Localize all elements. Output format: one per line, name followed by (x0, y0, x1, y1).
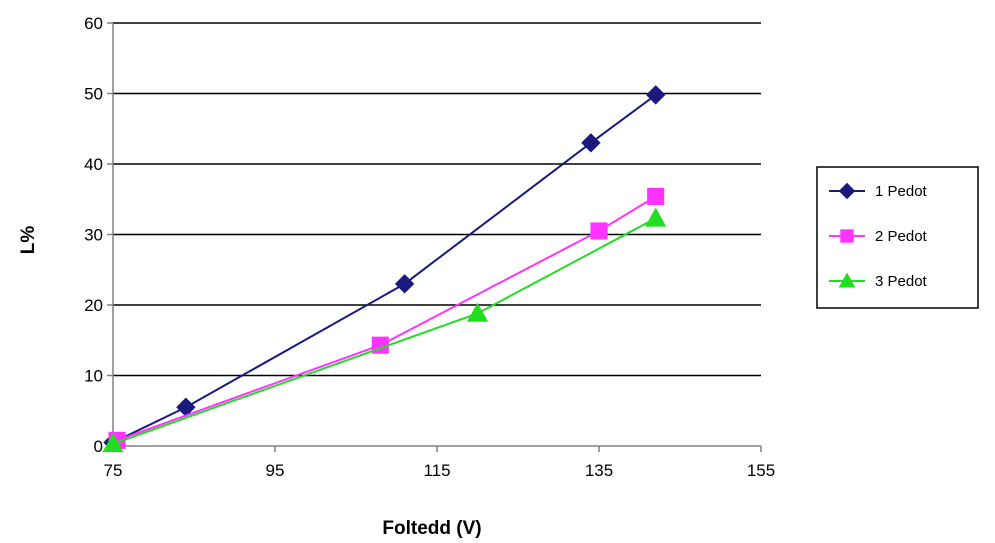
y-tick-label-30: 30 (84, 226, 103, 245)
x-tick-label-155: 155 (747, 461, 775, 480)
legend-marker-1 (838, 182, 856, 200)
y-axis-ticks: 0 10 20 30 40 50 60 (84, 14, 113, 456)
data-point-1-4 (581, 133, 601, 153)
legend-label-3: 3 Pedot (875, 273, 928, 290)
gridlines (113, 22, 761, 377)
legend-item-3: 3 Pedot (829, 272, 928, 290)
y-tick-label-40: 40 (84, 155, 103, 174)
y-axis-title: L% (18, 226, 39, 255)
legend-label-2: 2 Pedot (875, 228, 928, 245)
series-line-2 (116, 195, 657, 442)
y-tick-label-0: 0 (94, 437, 103, 456)
data-point-1-5 (645, 85, 666, 105)
legend-marker-2 (840, 229, 854, 243)
data-point-1-3 (394, 274, 415, 294)
data-point-3-1 (102, 433, 124, 453)
data-point-3-3 (645, 207, 667, 227)
series-line-1 (112, 94, 657, 444)
legend: 1 Pedot 2 Pedot 3 Pedot (816, 166, 979, 309)
y-tick-label-10: 10 (84, 367, 103, 386)
data-point-2-4 (647, 187, 665, 205)
series-1 (103, 85, 666, 453)
series-3 (102, 207, 667, 453)
series-group (102, 85, 667, 453)
y-tick-label-50: 50 (84, 85, 103, 104)
x-tick-label-75: 75 (104, 461, 123, 480)
x-tick-label-95: 95 (266, 461, 285, 480)
data-point-2-3 (590, 222, 608, 240)
x-tick-label-135: 135 (585, 461, 613, 480)
x-axis-title: Foltedd (V) (382, 518, 481, 539)
y-tick-label-60: 60 (84, 14, 103, 33)
x-axis-ticks: 75 95 115 135 155 (104, 446, 775, 480)
legend-item-1: 1 Pedot (829, 182, 928, 200)
series-line-3 (112, 217, 657, 445)
data-point-3-2 (466, 302, 489, 322)
legend-item-2: 2 Pedot (829, 228, 928, 245)
x-tick-label-115: 115 (423, 461, 450, 480)
y-tick-label-20: 20 (84, 296, 103, 315)
legend-marker-3 (838, 272, 856, 288)
legend-label-1: 1 Pedot (875, 183, 928, 200)
